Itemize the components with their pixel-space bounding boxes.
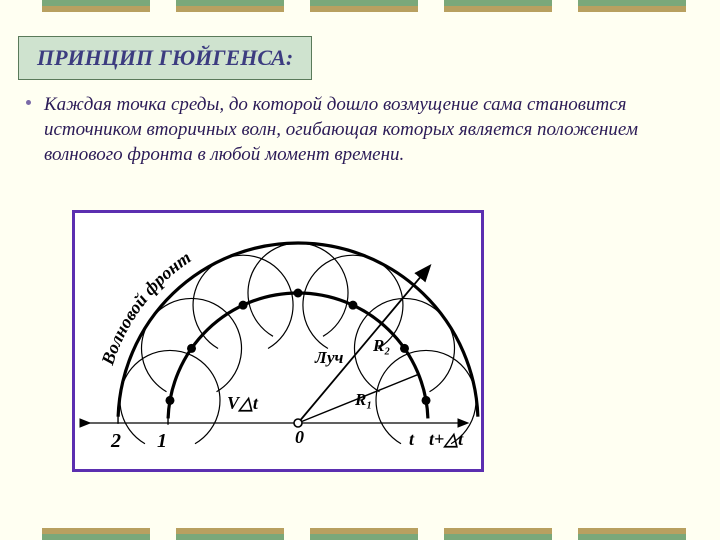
svg-text:Луч: Луч [314,348,344,367]
svg-text:0: 0 [295,427,304,447]
svg-text:2: 2 [110,430,121,452]
svg-text:V△t: V△t [227,393,259,413]
border-top [42,0,686,12]
svg-text:t: t [409,429,415,449]
svg-text:1: 1 [157,430,167,452]
paragraph: Каждая точка среды, до которой дошло воз… [44,92,684,167]
title-box: ПРИНЦИП ГЮЙГЕНСА: [18,36,312,80]
svg-text:Волновой фронт: Волновой фронт [97,247,195,368]
title-text: ПРИНЦИП ГЮЙГЕНСА: [37,45,293,70]
border-bottom [42,528,686,540]
bullet-marker [26,100,31,105]
svg-text:R₁: R₁ [354,390,372,409]
svg-text:t+△t: t+△t [429,429,464,449]
svg-text:R₂: R₂ [372,336,390,355]
huygens-figure: Волновой фронт Луч R₁ R₂ V△t 0 2 1 t t+△t [72,210,484,472]
